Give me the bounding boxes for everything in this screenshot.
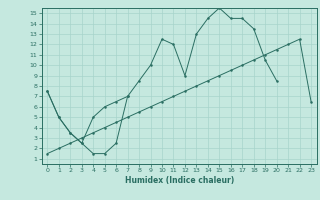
X-axis label: Humidex (Indice chaleur): Humidex (Indice chaleur) — [124, 176, 234, 185]
